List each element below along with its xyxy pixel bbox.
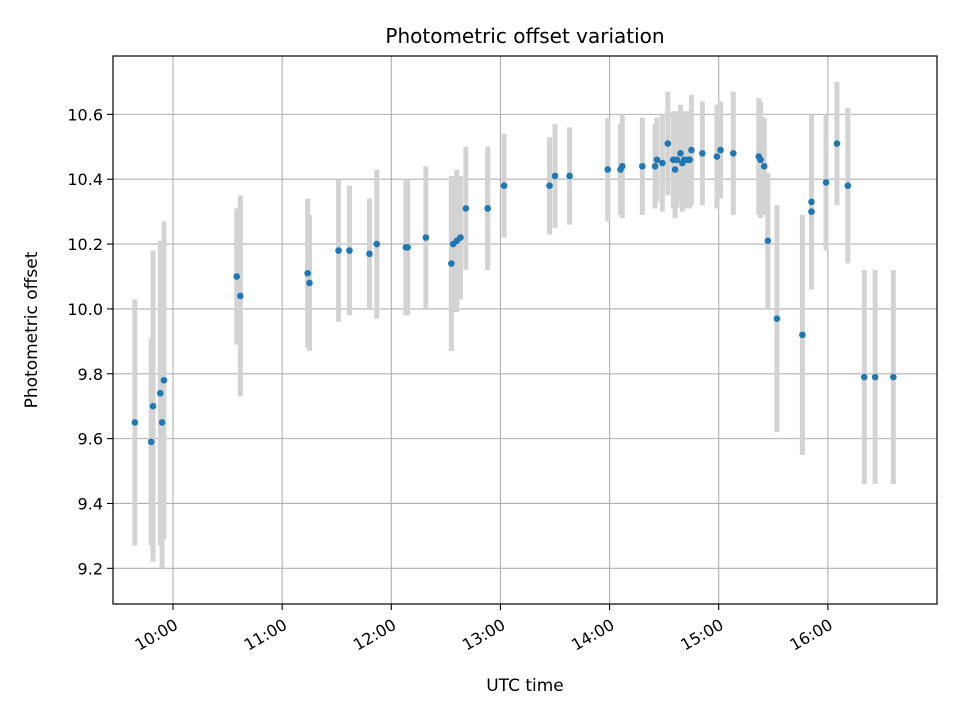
data-point [764, 237, 772, 245]
data-point [673, 156, 681, 164]
data-point [306, 279, 313, 287]
data-point [677, 149, 684, 157]
y-tick-label: 10.4 [67, 170, 103, 189]
data-point [822, 179, 830, 186]
data-point [773, 315, 781, 322]
y-tick-label: 10.6 [67, 105, 103, 124]
data-point [651, 162, 659, 170]
data-point [671, 166, 679, 173]
data-point [160, 376, 168, 384]
data-point [808, 198, 815, 206]
chart-title: Photometric offset variation [385, 24, 664, 48]
data-point [346, 247, 353, 254]
data-point [686, 156, 693, 164]
data-point [457, 234, 464, 241]
data-point [462, 205, 470, 212]
y-axis-ticks: 9.2 9.4 9.6 9.8 10.0 10.2 10.4 10.6 [67, 105, 113, 578]
y-tick-label: 9.4 [78, 494, 103, 513]
data-point [871, 373, 879, 381]
data-point [713, 153, 721, 160]
data-point [833, 140, 841, 147]
data-point [551, 172, 559, 180]
data-point [890, 373, 897, 381]
y-tick-label: 10.2 [67, 235, 103, 254]
data-point [760, 162, 768, 170]
y-tick-label: 10.0 [67, 300, 103, 319]
data-point [546, 182, 553, 190]
data-points [131, 140, 897, 446]
data-point [808, 208, 815, 215]
data-point [373, 240, 381, 248]
data-point [717, 146, 724, 154]
data-point [619, 162, 626, 170]
data-point [639, 162, 646, 170]
data-point [604, 166, 612, 173]
plot-area-frame [112, 55, 938, 605]
data-point [156, 389, 164, 397]
data-point [653, 156, 661, 164]
data-point [688, 146, 695, 154]
data-point [659, 159, 666, 167]
data-point [699, 149, 706, 157]
data-point [566, 172, 573, 180]
data-point [860, 373, 868, 381]
data-point [844, 182, 852, 190]
data-point [664, 140, 672, 147]
data-point [147, 438, 155, 446]
data-point [757, 156, 764, 164]
data-point [404, 244, 411, 251]
y-tick-label: 9.2 [78, 559, 103, 578]
data-point [484, 205, 492, 212]
x-axis-label: UTC time [486, 676, 564, 696]
y-tick-label: 9.6 [78, 430, 103, 449]
y-tick-label: 9.8 [78, 365, 103, 384]
y-axis-label: Photometric offset [22, 251, 42, 408]
data-point [335, 247, 342, 254]
data-point [237, 292, 244, 300]
data-point [448, 260, 455, 267]
data-point [158, 419, 166, 426]
data-point [500, 182, 508, 190]
data-point [149, 402, 157, 410]
data-point [729, 149, 737, 157]
data-point [233, 273, 240, 280]
data-point [366, 250, 373, 258]
data-point [304, 269, 311, 277]
data-point [131, 419, 139, 426]
data-point [799, 331, 806, 339]
data-point [422, 234, 430, 241]
